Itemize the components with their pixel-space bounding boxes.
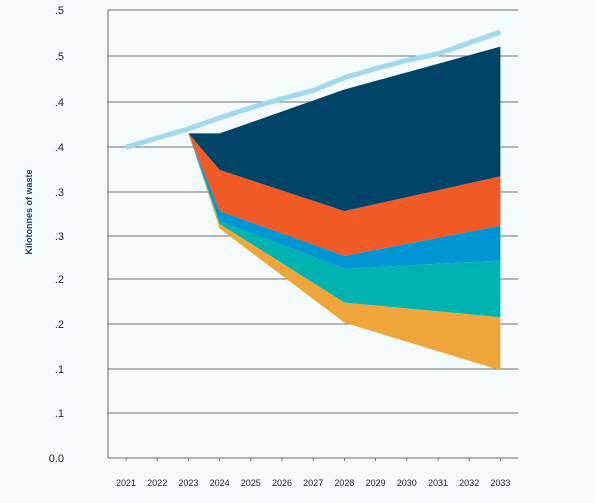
y-tick-label: .1	[55, 364, 64, 376]
y-tick-label: .3	[55, 187, 64, 199]
x-tick-label: 2026	[272, 478, 292, 488]
area-teal	[188, 133, 501, 318]
x-tick-label: 2025	[241, 478, 261, 488]
x-tick-label: 2033	[490, 478, 510, 488]
y-tick-label: .2	[55, 319, 64, 331]
x-tick-label: 2029	[366, 478, 386, 488]
y-tick-label: .4	[55, 142, 64, 154]
x-tick-label: 2031	[428, 478, 448, 488]
x-tick-label: 2030	[397, 478, 417, 488]
x-tick-label: 2023	[178, 478, 198, 488]
y-tick-label: .5	[55, 5, 64, 17]
x-tick-label: 2022	[147, 478, 167, 488]
area-orange	[188, 133, 501, 256]
x-tick-label: 2028	[334, 478, 354, 488]
y-tick-label: .4	[55, 97, 64, 109]
area-blue	[188, 133, 501, 269]
y-axis-title: Kilotonnes of waste	[24, 169, 34, 254]
y-tick-label: .2	[55, 274, 64, 286]
y-tick-label: .3	[55, 231, 64, 243]
baseline-line	[125, 29, 502, 150]
x-tick-label: 2021	[116, 478, 136, 488]
x-tick-label: 2027	[303, 478, 323, 488]
x-tick-label: 2024	[210, 478, 230, 488]
y-tick-label: 0.0	[49, 453, 64, 465]
y-tick-label: .5	[55, 51, 64, 63]
area-navy	[188, 46, 501, 212]
y-tick-label: .1	[55, 408, 64, 420]
area-amber	[188, 133, 501, 371]
x-tick-label: 2032	[459, 478, 479, 488]
